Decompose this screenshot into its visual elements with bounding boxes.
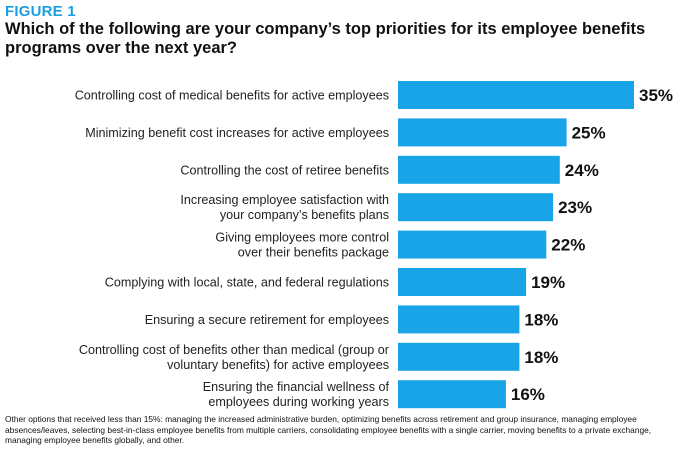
figure-label: FIGURE 1 (5, 3, 76, 20)
category-label-7-line-0: Controlling cost of benefits other than … (79, 343, 389, 357)
value-label-2: 24% (565, 161, 599, 180)
bar-8 (398, 380, 506, 409)
category-label-2: Controlling the cost of retiree benefits (180, 163, 389, 177)
bar-5 (398, 268, 527, 296)
footnote: Other options that received less than 15… (5, 414, 652, 446)
value-label-6: 18% (524, 310, 558, 329)
category-label-4-line-1: over their benefits package (238, 246, 389, 260)
bar-3 (398, 193, 554, 222)
category-label-5: Complying with local, state, and federal… (105, 276, 389, 290)
category-label-8-line-0: Ensuring the financial wellness of (203, 380, 390, 394)
bar-1 (398, 118, 567, 147)
value-label-7: 18% (524, 348, 558, 367)
category-label-4-line-0: Giving employees more control (215, 231, 389, 245)
bar-6 (398, 305, 520, 334)
bar-2 (398, 155, 560, 184)
category-label-1: Minimizing benefit cost increases for ac… (85, 126, 389, 140)
category-label-6: Ensuring a secure retirement for employe… (145, 313, 389, 327)
category-label-3-line-0: Increasing employee satisfaction with (180, 193, 389, 207)
value-label-0: 35% (639, 86, 673, 105)
value-label-3: 23% (558, 198, 592, 217)
bar-7 (398, 342, 520, 371)
value-label-1: 25% (572, 123, 606, 142)
bar-0 (398, 81, 634, 109)
value-label-4: 22% (551, 236, 585, 255)
value-label-8: 16% (511, 385, 545, 404)
category-label-8-line-1: employees during working years (208, 395, 389, 409)
chart-title: Which of the following are your company’… (5, 20, 646, 57)
category-label-3-line-1: your company’s benefits plans (220, 208, 389, 222)
value-label-5: 19% (531, 273, 565, 292)
bar-chart: 35% Controlling cost of medical benefits … (75, 81, 673, 409)
bar-4 (398, 230, 547, 259)
category-label-0: Controlling cost of medical benefits for… (75, 89, 389, 103)
category-label-7-line-1: voluntary benefits) for active employees (167, 358, 389, 372)
